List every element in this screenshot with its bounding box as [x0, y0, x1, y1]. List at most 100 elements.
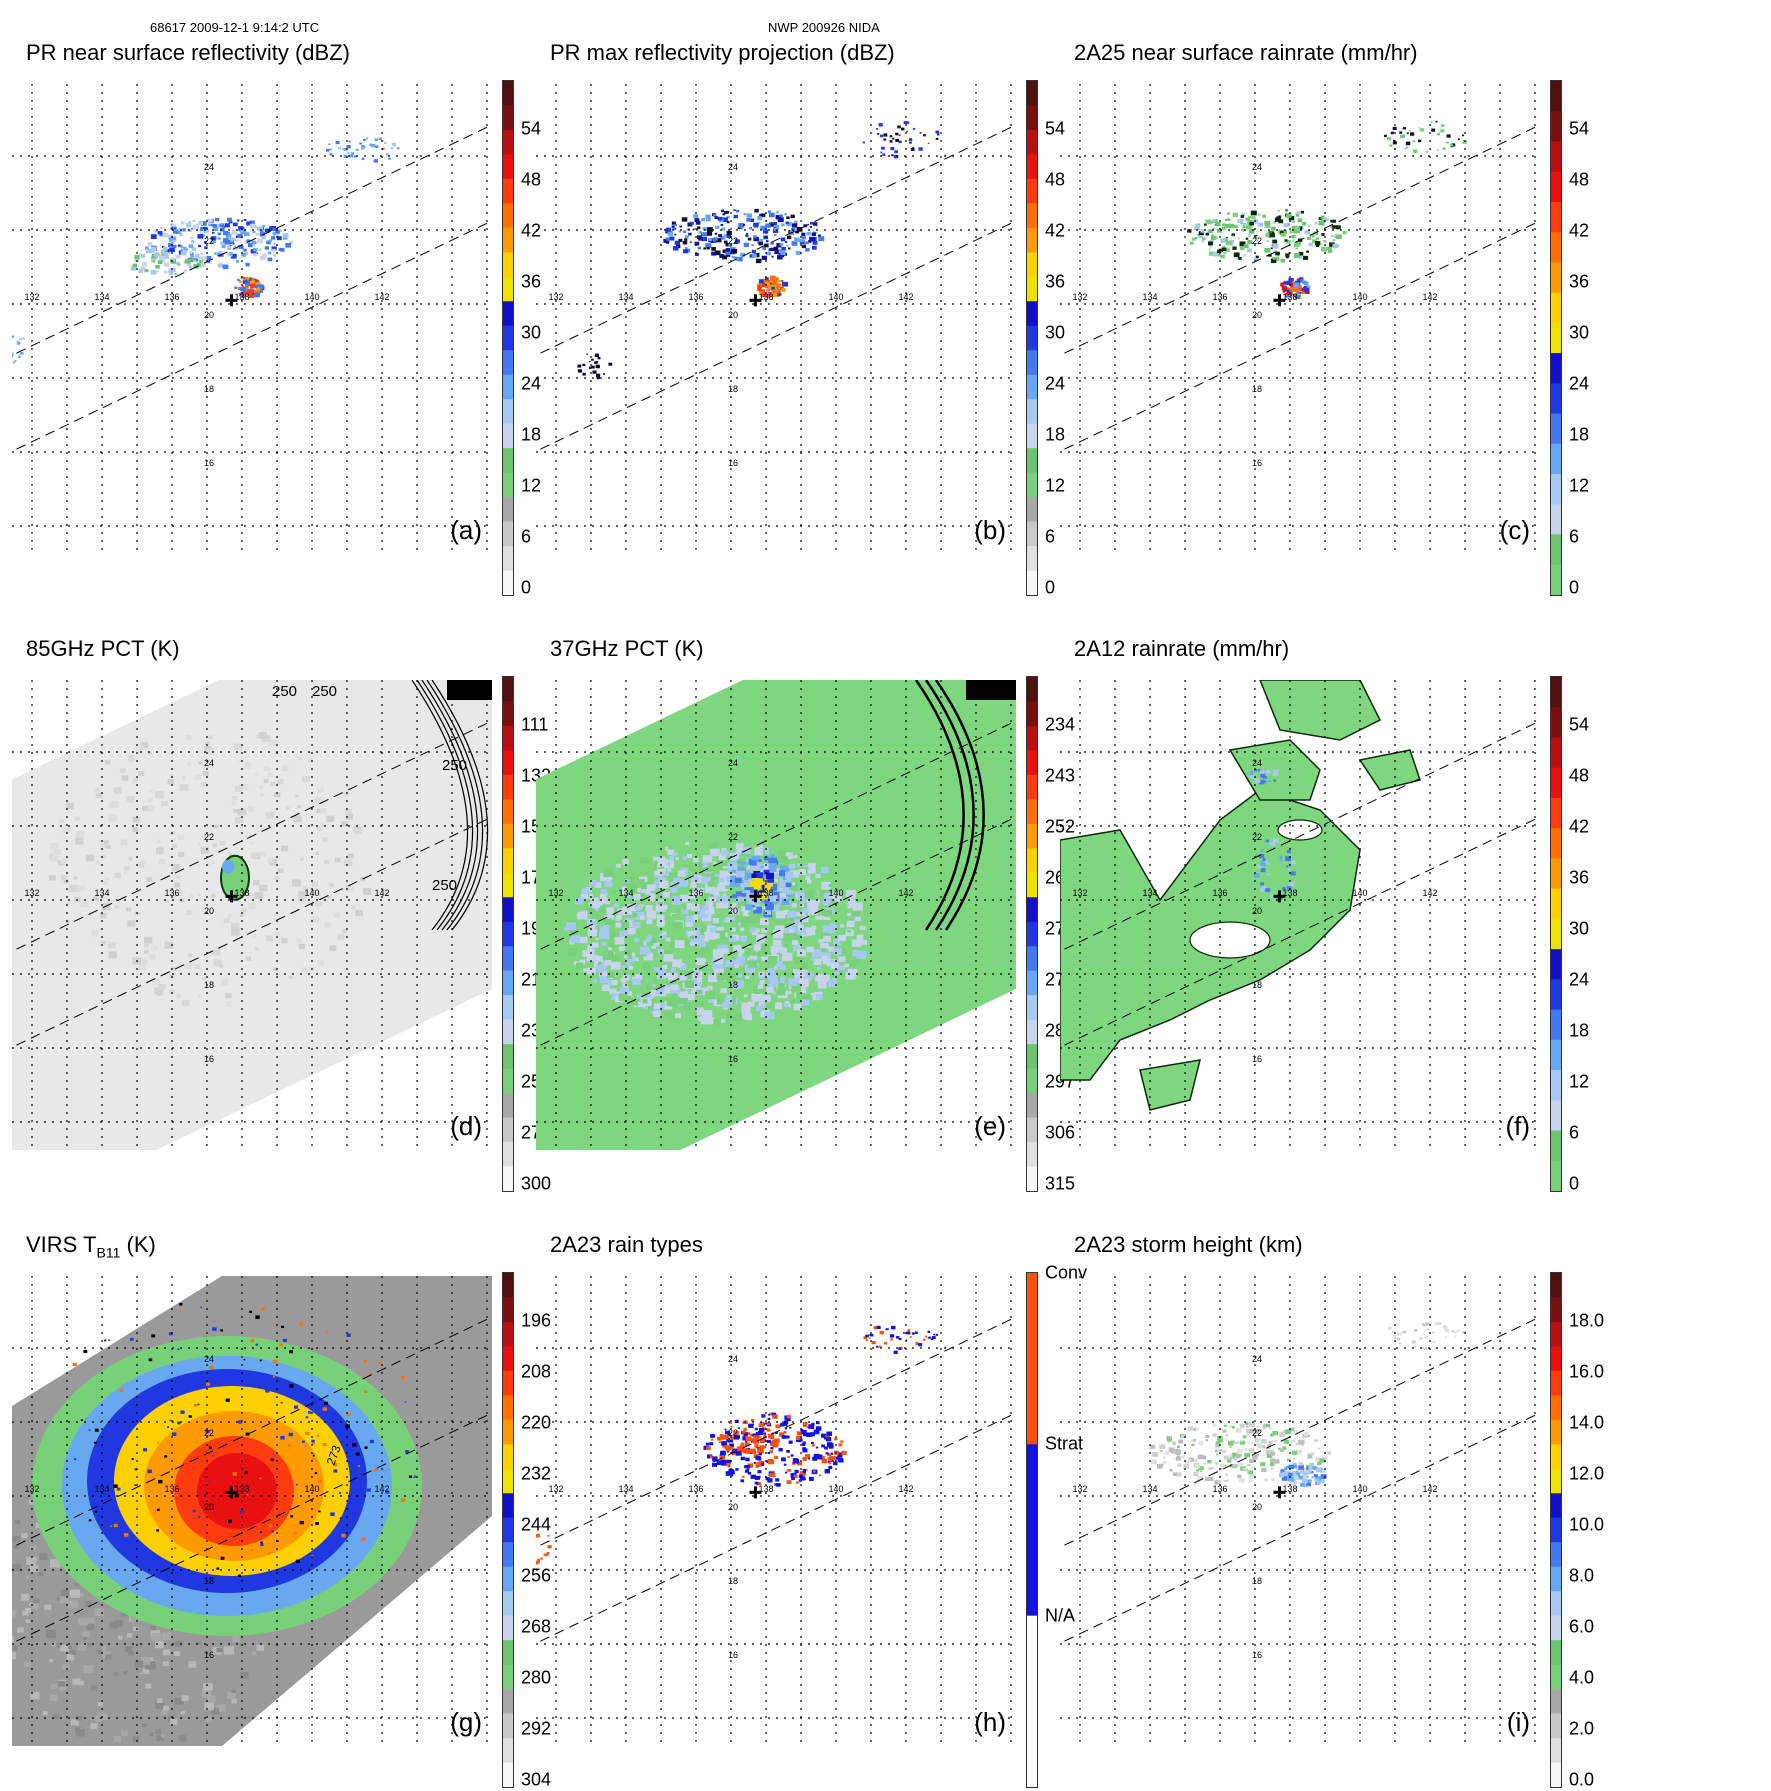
colorbar-segment: [1027, 546, 1037, 571]
contour-label: 250: [272, 683, 297, 700]
colorbar-segment: [503, 1567, 513, 1592]
colorbar-tick: 4.0: [1569, 1668, 1594, 1689]
lon-label: 140: [304, 292, 319, 302]
colorbar-segment: [1027, 1616, 1037, 1787]
lon-label: 132: [1072, 1484, 1087, 1494]
colorbar-segment: [1027, 1167, 1037, 1191]
lat-label: 20: [728, 310, 738, 320]
colorbar-tick: 315: [1045, 1174, 1075, 1195]
colorbar-segment: [1551, 1518, 1561, 1543]
colorbar-segment: [1551, 1420, 1561, 1445]
echo-cells: [145, 218, 293, 269]
colorbar-tick: 0: [1569, 1174, 1579, 1195]
colorbar-segment: [1551, 949, 1561, 980]
colorbar-segment: [1551, 323, 1561, 354]
lat-label: 22: [204, 832, 214, 842]
colorbar-segment: [1027, 301, 1037, 326]
colorbar-segment: [1027, 848, 1037, 873]
colorbar-tick: 36: [1569, 272, 1589, 293]
panel-title: PR max reflectivity projection (dBZ): [550, 40, 895, 66]
colorbar-segment: [1551, 535, 1561, 566]
colorbar-tick: 12: [1569, 1072, 1589, 1093]
colorbar-segment: [1551, 1322, 1561, 1347]
lon-label: 142: [898, 888, 913, 898]
colorbar-segment: [1027, 130, 1037, 155]
lon-label: 132: [24, 292, 39, 302]
lon-label: 142: [374, 1484, 389, 1494]
colorbar-segment: [1551, 1070, 1561, 1101]
lat-label: 24: [728, 758, 738, 768]
lon-label: 140: [304, 888, 319, 898]
lon-label: 134: [1142, 888, 1157, 898]
lon-label: 140: [304, 1484, 319, 1494]
lat-label: 22: [204, 236, 214, 246]
lat-label: 24: [1252, 758, 1262, 768]
lat-label: 16: [1252, 1650, 1262, 1660]
lat-label: 16: [1252, 458, 1262, 468]
colorbar-segment: [1027, 1069, 1037, 1094]
colorbar-segment: [503, 1591, 513, 1616]
colorbar-segment: [1551, 1297, 1561, 1322]
panel-title: 2A23 rain types: [550, 1232, 703, 1258]
colorbar-tick: 10.0: [1569, 1515, 1604, 1536]
lat-label: 22: [728, 236, 738, 246]
colorbar-segment: [503, 1738, 513, 1763]
echo-cells: [863, 121, 940, 158]
colorbar-segment: [1027, 448, 1037, 473]
lon-label: 132: [1072, 888, 1087, 898]
lon-label: 132: [548, 1484, 563, 1494]
colorbar-tick: 36: [1569, 868, 1589, 889]
colorbar-tick: 12: [1569, 476, 1589, 497]
colorbar-segment: [503, 1118, 513, 1143]
colorbar-segment: [503, 350, 513, 375]
colorbar-tick: 6.0: [1569, 1617, 1594, 1638]
colorbar-segment: [1027, 897, 1037, 922]
colorbar-segment: [503, 277, 513, 302]
colorbar-segment: [1027, 824, 1037, 849]
colorbar-segment: [1551, 111, 1561, 142]
colorbar-segment: [1551, 1689, 1561, 1714]
colorbar-tick: 24: [1569, 374, 1589, 395]
lon-label: 142: [374, 292, 389, 302]
swath-edges: [1060, 1312, 1540, 1648]
colorbar-segment: [503, 971, 513, 996]
panel-title: 2A25 near surface rainrate (mm/hr): [1074, 40, 1418, 66]
lon-label: 134: [1142, 292, 1157, 302]
colorbar-segment: [1027, 179, 1037, 204]
colorbar-tick: 18: [1569, 1021, 1589, 1042]
lat-label: 20: [728, 1502, 738, 1512]
colorbar-segment: [1027, 799, 1037, 824]
colorbar-segment: [1027, 522, 1037, 547]
colorbar-segment: [1551, 1346, 1561, 1371]
colorbar-segment: [503, 571, 513, 595]
colorbar-segment: [1551, 979, 1561, 1010]
colorbar-segment: [503, 399, 513, 424]
colorbar-segment: [1551, 1395, 1561, 1420]
colorbar-segment: [503, 1297, 513, 1322]
colorbar-segment: [1551, 1665, 1561, 1690]
colorbar: 111132153174195216237258279300: [502, 676, 514, 1192]
lon-label: 140: [1352, 292, 1367, 302]
colorbar-tick: 42: [1569, 817, 1589, 838]
colorbar-segment: [1027, 154, 1037, 179]
colorbar-segment: [1551, 1100, 1561, 1131]
colorbar-segment: [1027, 105, 1037, 130]
lat-label: 24: [728, 162, 738, 172]
lon-label: 132: [548, 292, 563, 302]
colorbar-segment: [1027, 750, 1037, 775]
lon-label: 136: [164, 888, 179, 898]
colorbar-segment: [503, 1616, 513, 1641]
colorbar-segment: [503, 375, 513, 400]
colorbar-segment: [503, 677, 513, 702]
colorbar-segment: [503, 326, 513, 351]
colorbar-segment: [503, 701, 513, 726]
lon-label: 136: [164, 292, 179, 302]
colorbar-segment: [503, 1518, 513, 1543]
